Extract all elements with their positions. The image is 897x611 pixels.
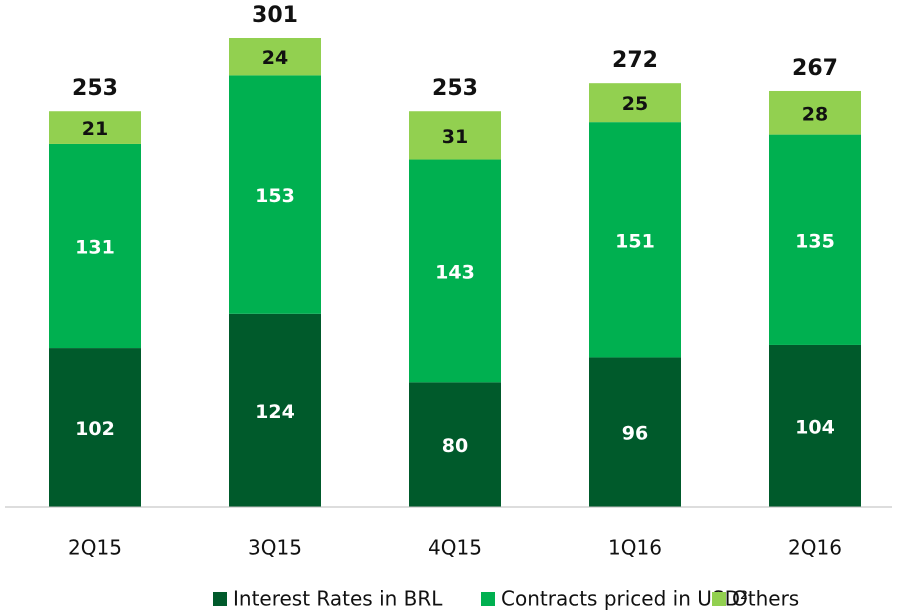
- x-tick-label: 1Q16: [608, 536, 662, 560]
- total-label: 301: [252, 3, 298, 28]
- bar-segment: [409, 111, 501, 160]
- bar-segment: [589, 357, 681, 507]
- segment-label: 28: [802, 103, 828, 125]
- segment-label: 96: [622, 423, 648, 445]
- bar-segment: [769, 344, 861, 507]
- segment-label: 104: [795, 416, 835, 438]
- bar-segment: [229, 38, 321, 76]
- bar-segment: [229, 313, 321, 507]
- segment-label: 102: [75, 418, 115, 440]
- x-tick-label: 2Q15: [68, 536, 122, 560]
- bar-segment: [49, 143, 141, 349]
- legend-swatch: [712, 592, 726, 606]
- x-tick-label: 4Q15: [428, 536, 482, 560]
- segment-label: 124: [255, 401, 295, 423]
- segment-label: 153: [255, 185, 295, 207]
- segment-label: 131: [75, 237, 115, 259]
- total-label: 253: [72, 76, 118, 101]
- segment-label: 25: [622, 93, 648, 115]
- legend-swatch: [213, 592, 227, 606]
- bar-segment: [49, 348, 141, 507]
- bar-segment: [229, 75, 321, 314]
- bar-segment: [769, 134, 861, 345]
- segment-label: 24: [262, 47, 288, 69]
- bar-segment: [589, 83, 681, 123]
- bar-segment: [769, 90, 861, 135]
- segment-label: 135: [795, 230, 835, 252]
- segment-label: 151: [615, 230, 655, 252]
- bar-segment: [49, 111, 141, 144]
- x-tick-label: 3Q15: [248, 536, 302, 560]
- segment-label: 31: [442, 126, 468, 148]
- segment-label: 80: [442, 435, 468, 457]
- legend-swatch: [481, 592, 495, 606]
- segment-label: 21: [82, 118, 108, 140]
- total-label: 253: [432, 76, 478, 101]
- bar-segment: [409, 382, 501, 507]
- bar-segment: [409, 159, 501, 383]
- x-tick-label: 2Q16: [788, 536, 842, 560]
- legend-label: Contracts priced in USD²: [501, 587, 748, 611]
- total-label: 267: [792, 56, 838, 81]
- total-label: 272: [612, 48, 658, 73]
- segment-label: 143: [435, 261, 475, 283]
- legend-label: Interest Rates in BRL: [233, 587, 443, 611]
- legend-label: Others: [732, 587, 799, 611]
- bar-segment: [589, 122, 681, 358]
